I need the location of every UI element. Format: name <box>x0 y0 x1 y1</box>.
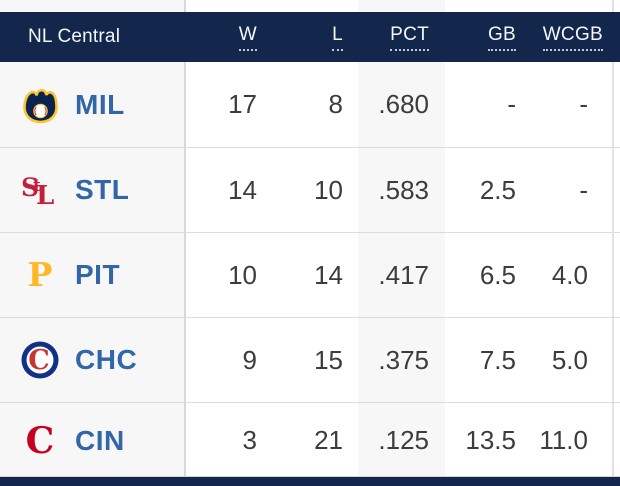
team-link-mil[interactable]: MIL <box>0 85 185 125</box>
pit-wildcard-games-back: 4.0 <box>551 259 588 290</box>
chc-pct: .375 <box>378 344 429 375</box>
cardinals-stl-monogram-logo-icon: S t L <box>20 170 60 210</box>
pit-wins: 10 <box>228 259 257 290</box>
stl-pct: .583 <box>378 174 429 205</box>
svg-text:t: t <box>33 176 41 196</box>
team-abbr: MIL <box>75 88 125 120</box>
cin-losses: 21 <box>314 425 343 455</box>
cubs-bullseye-logo-icon: C UBS <box>20 340 60 380</box>
team-column-separator <box>184 0 186 477</box>
pirates-p-logo-icon: P <box>20 255 60 295</box>
stl-wildcard-games-back: - <box>579 174 588 205</box>
pit-pct: .417 <box>378 259 429 290</box>
brewers-ball-in-glove-logo-icon <box>20 85 60 125</box>
column-header-wildcard-games-back[interactable]: WCGB <box>542 24 603 51</box>
svg-text:C: C <box>28 345 50 376</box>
chc-games-back: 7.5 <box>479 344 516 375</box>
team-row-chc: C UBS CHC 9 15 .375 7.5 5.0 <box>0 318 620 403</box>
team-link-pit[interactable]: P PIT <box>0 255 185 295</box>
cin-pct: .125 <box>378 425 429 455</box>
chc-wildcard-games-back: 5.0 <box>551 344 588 375</box>
team-abbr: STL <box>75 174 130 205</box>
stl-games-back: 2.5 <box>479 174 516 205</box>
pit-games-back: 6.5 <box>479 259 516 290</box>
mil-pct: .680 <box>378 89 429 119</box>
team-link-chc[interactable]: C UBS CHC <box>0 340 185 380</box>
pct-column-shading <box>358 0 445 477</box>
stl-wins: 14 <box>228 174 257 205</box>
team-link-stl[interactable]: S t L STL <box>0 170 185 210</box>
cin-games-back: 13.5 <box>465 425 516 455</box>
column-header-losses[interactable]: L <box>332 24 343 51</box>
mil-wildcard-games-back: - <box>579 89 588 119</box>
column-header-wins[interactable]: W <box>238 24 257 51</box>
team-abbr: PIT <box>75 259 121 290</box>
svg-text:L: L <box>36 181 54 210</box>
mil-losses: 8 <box>328 89 343 119</box>
chc-wins: 9 <box>242 344 257 375</box>
column-header-games-back[interactable]: GB <box>487 24 516 51</box>
team-row-mil: MIL 17 8 .680 - - <box>0 62 620 148</box>
next-division-header-bar <box>0 477 620 486</box>
svg-text:S: S <box>21 173 39 202</box>
svg-text:C: C <box>26 421 55 461</box>
svg-text:UBS: UBS <box>36 359 50 366</box>
svg-text:P: P <box>28 255 53 294</box>
team-abbr: CHC <box>75 344 138 375</box>
chc-losses: 15 <box>314 344 343 375</box>
team-row-stl: S t L STL 14 10 .583 2.5 - <box>0 148 620 233</box>
division-header-row: NL Central W L PCT GB WCGB <box>0 12 620 62</box>
cin-wildcard-games-back: 11.0 <box>539 425 588 455</box>
team-column-shading <box>0 0 184 477</box>
reds-wishbone-c-logo-icon: C <box>20 421 60 461</box>
team-row-cin: C CIN 3 21 .125 13.5 11.0 <box>0 403 620 478</box>
team-link-cin[interactable]: C CIN <box>0 421 185 461</box>
stl-losses: 10 <box>314 174 343 205</box>
mil-games-back: - <box>507 89 516 119</box>
division-title: NL Central <box>28 26 121 47</box>
team-row-pit: P PIT 10 14 .417 6.5 4.0 <box>0 233 620 318</box>
standings-rows: MIL 17 8 .680 - - S t L STL 14 10 <box>0 62 620 478</box>
column-header-pct[interactable]: PCT <box>390 24 429 51</box>
pit-losses: 14 <box>314 259 343 290</box>
mil-wins: 17 <box>228 89 257 119</box>
table-right-border <box>612 0 614 477</box>
team-abbr: CIN <box>75 424 125 456</box>
table-bottom-divider <box>0 476 620 477</box>
cin-wins: 3 <box>242 425 257 455</box>
